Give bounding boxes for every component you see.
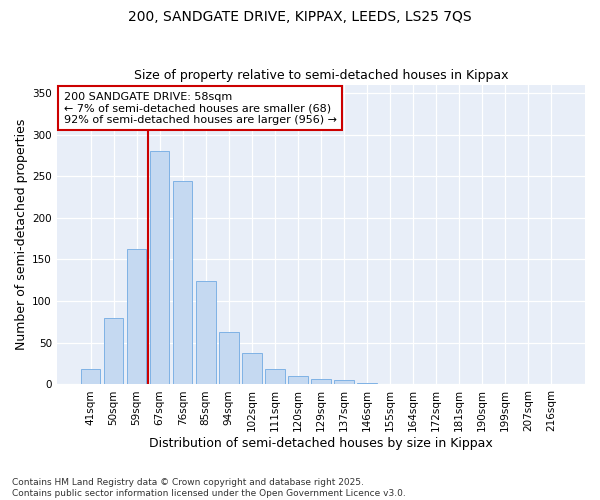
- Text: Contains HM Land Registry data © Crown copyright and database right 2025.
Contai: Contains HM Land Registry data © Crown c…: [12, 478, 406, 498]
- Bar: [265, 370, 284, 384]
- Text: 200 SANDGATE DRIVE: 58sqm
← 7% of semi-detached houses are smaller (68)
92% of s: 200 SANDGATE DRIVE: 58sqm ← 7% of semi-d…: [64, 92, 337, 124]
- Bar: [242, 353, 262, 384]
- Title: Size of property relative to semi-detached houses in Kippax: Size of property relative to semi-detach…: [134, 69, 508, 82]
- Bar: [357, 383, 377, 384]
- Bar: [334, 380, 354, 384]
- Text: 200, SANDGATE DRIVE, KIPPAX, LEEDS, LS25 7QS: 200, SANDGATE DRIVE, KIPPAX, LEEDS, LS25…: [128, 10, 472, 24]
- Bar: [150, 151, 169, 384]
- Bar: [196, 281, 215, 384]
- Y-axis label: Number of semi-detached properties: Number of semi-detached properties: [15, 119, 28, 350]
- Bar: [219, 332, 239, 384]
- Bar: [311, 378, 331, 384]
- Bar: [81, 370, 100, 384]
- Bar: [288, 376, 308, 384]
- X-axis label: Distribution of semi-detached houses by size in Kippax: Distribution of semi-detached houses by …: [149, 437, 493, 450]
- Bar: [173, 181, 193, 384]
- Bar: [127, 248, 146, 384]
- Bar: [104, 318, 124, 384]
